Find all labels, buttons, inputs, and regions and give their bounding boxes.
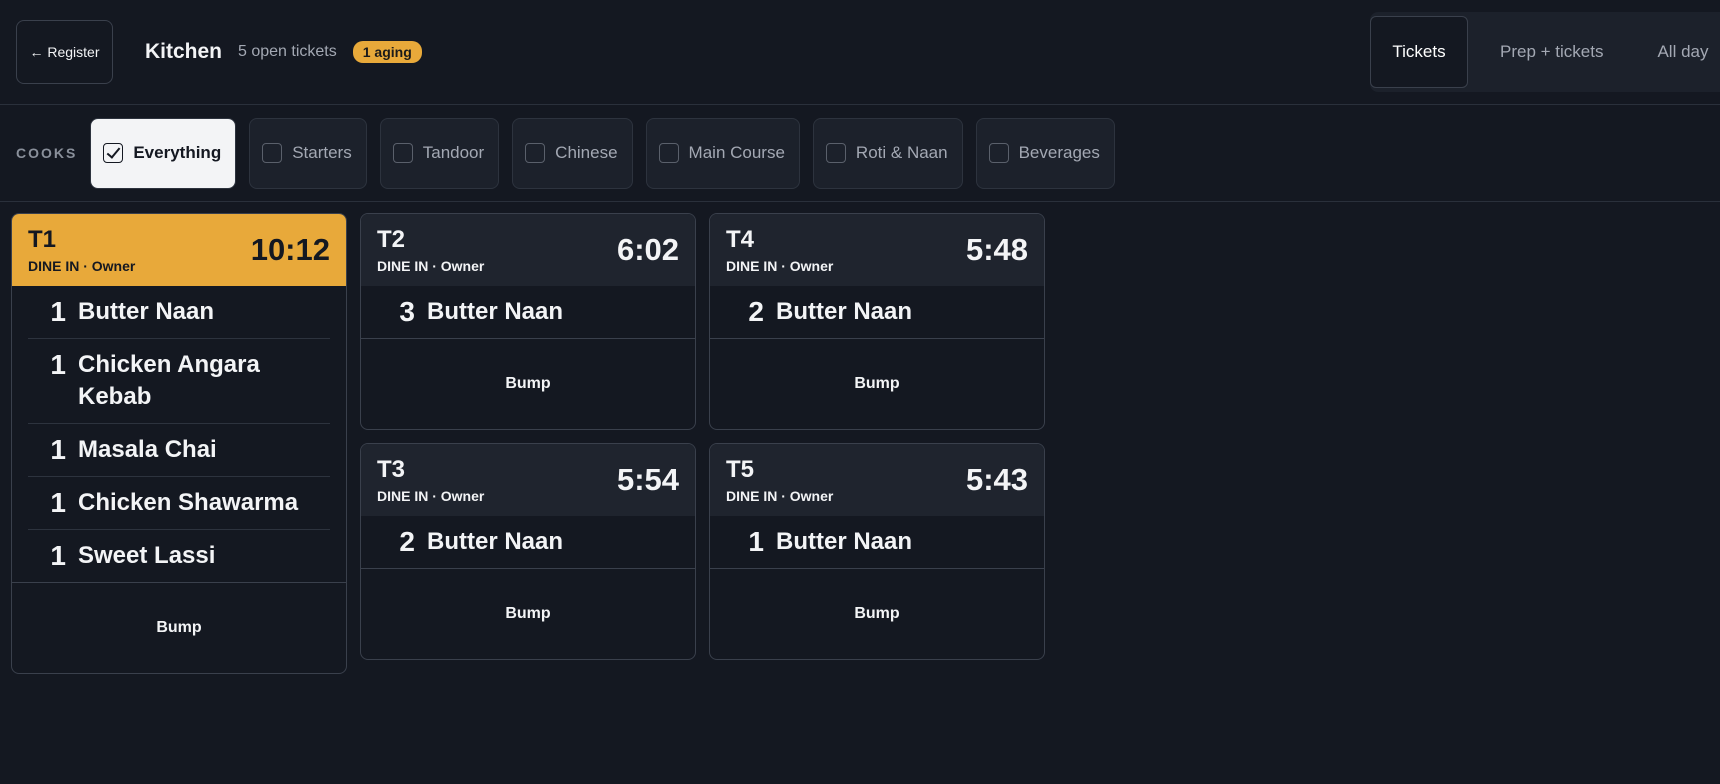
item-name: Butter Naan <box>427 298 564 325</box>
ticket-items: 2 Butter Naan <box>361 516 695 569</box>
filter-label: Chinese <box>555 143 618 162</box>
filter-label: Everything <box>133 143 222 162</box>
ticket-items: 1 Butter Naan 1 Chicken Angara Kebab 1 Masala… <box>12 286 346 583</box>
ticket-board: T1 DINE IN · Owner 10:12 1 Butter Naan 1 Chick… <box>11 213 1045 683</box>
ticket-item: 1 Sweet Lassi <box>28 529 330 582</box>
ticket-timer: 6:02 <box>616 232 679 267</box>
ticket-timer: 5:54 <box>616 462 679 497</box>
item-name: Butter Naan <box>427 528 564 555</box>
item-qty: 1 <box>50 434 66 465</box>
item-name: Butter Naan <box>78 298 215 325</box>
ticket-card: T4 DINE IN · Owner 5:48 2 Butter Naan Bump <box>709 213 1045 430</box>
view-tabs: Tickets Prep + tickets All day <box>1370 12 1720 92</box>
checkbox[interactable] <box>525 143 546 163</box>
ticket-item: 1 Chicken Angara Kebab <box>28 338 330 423</box>
ticket-name: T1 <box>28 226 57 253</box>
bump-button[interactable]: Bump <box>854 375 900 392</box>
ticket-item: 1 Masala Chai <box>28 423 330 476</box>
ticket-timer: 5:43 <box>965 462 1028 497</box>
checkbox[interactable] <box>825 143 846 163</box>
item-qty: 1 <box>50 349 66 380</box>
item-qty: 1 <box>50 487 66 518</box>
item-qty: 1 <box>748 526 764 557</box>
ticket-card: T2 DINE IN · Owner 6:02 3 Butter Naan Bump <box>360 213 696 430</box>
item-qty: 2 <box>399 526 415 557</box>
bump-button[interactable]: Bump <box>156 619 202 636</box>
ticket-item: 2 Butter Naan <box>377 516 679 568</box>
ticket-item: 1 Butter Naan <box>726 516 1028 568</box>
item-qty: 2 <box>748 296 764 327</box>
aging-badge: 1 aging <box>352 41 422 63</box>
ticket-name: T4 <box>726 226 755 253</box>
item-qty: 1 <box>50 540 66 571</box>
filter-label: Roti & Naan <box>855 143 948 162</box>
checkbox[interactable] <box>262 143 283 163</box>
item-qty: 3 <box>399 296 415 327</box>
filter-label: Beverages <box>1018 143 1100 162</box>
ticket-meta: DINE IN · Owner <box>726 258 834 274</box>
ticket-header: T3 DINE IN · Owner 5:54 <box>361 444 695 516</box>
filter-chip[interactable]: Everything <box>90 117 237 189</box>
filter-bar: COOKS Everything Starters Tandoor Chinese Ma… <box>0 105 1720 202</box>
item-qty: 1 <box>50 296 66 327</box>
ticket-card: T3 DINE IN · Owner 5:54 2 Butter Naan Bump <box>360 443 696 660</box>
ticket-item: 3 Butter Naan <box>377 286 679 338</box>
filter-chip[interactable]: Starters <box>249 117 367 189</box>
filter-chip[interactable]: Main Course <box>645 117 800 189</box>
filter-label: Starters <box>292 143 352 162</box>
ticket-header: T5 DINE IN · Owner 5:43 <box>710 444 1044 516</box>
ticket-meta: DINE IN · Owner <box>28 258 136 274</box>
item-name: Butter Naan <box>776 528 913 555</box>
ticket-items: 1 Butter Naan <box>710 516 1044 569</box>
bump-button[interactable]: Bump <box>854 605 900 622</box>
ticket-header: T4 DINE IN · Owner 5:48 <box>710 214 1044 286</box>
filter-chip[interactable]: Chinese <box>512 117 633 189</box>
back-button[interactable]: ← Register <box>16 20 113 84</box>
ticket-name: T2 <box>377 226 406 253</box>
ticket-meta: DINE IN · Owner <box>377 258 485 274</box>
header: ← Register Kitchen 5 open tickets 1 agin… <box>0 0 1720 105</box>
item-name: Chicken Angara Kebab <box>78 351 260 410</box>
ticket-name: T3 <box>377 456 406 483</box>
tab[interactable]: Prep + tickets <box>1500 42 1604 61</box>
filter-label: Main Course <box>688 143 785 162</box>
ticket-name: T5 <box>726 456 755 483</box>
bump-button[interactable]: Bump <box>505 605 551 622</box>
filter-chip[interactable]: Roti & Naan <box>812 117 963 189</box>
ticket-item: 2 Butter Naan <box>726 286 1028 338</box>
ticket-meta: DINE IN · Owner <box>726 488 834 504</box>
ticket-header: T2 DINE IN · Owner 6:02 <box>361 214 695 286</box>
ticket-item: 1 Chicken Shawarma <box>28 476 330 529</box>
ticket-card: T5 DINE IN · Owner 5:43 1 Butter Naan Bump <box>709 443 1045 660</box>
filter-label: Tandoor <box>422 143 485 162</box>
item-name: Masala Chai <box>78 436 217 463</box>
tab[interactable]: All day <box>1657 42 1709 61</box>
ticket-count: 5 open tickets <box>238 43 337 60</box>
item-name: Butter Naan <box>776 298 913 325</box>
tab[interactable]: Tickets <box>1370 16 1468 88</box>
checkbox[interactable] <box>658 143 679 163</box>
bump-button[interactable]: Bump <box>505 375 551 392</box>
filter-chip[interactable]: Beverages <box>975 117 1115 189</box>
ticket-card: T1 DINE IN · Owner 10:12 1 Butter Naan 1 Chick… <box>11 213 347 674</box>
checkbox[interactable] <box>392 143 413 163</box>
checkbox[interactable] <box>103 143 124 163</box>
ticket-timer: 10:12 <box>250 232 330 267</box>
checkbox[interactable] <box>988 143 1009 163</box>
ticket-items: 3 Butter Naan <box>361 286 695 339</box>
ticket-meta: DINE IN · Owner <box>377 488 485 504</box>
ticket-header: T1 DINE IN · Owner 10:12 <box>12 214 346 286</box>
item-name: Sweet Lassi <box>78 542 216 569</box>
ticket-item: 1 Butter Naan <box>28 286 330 338</box>
page-title: Kitchen <box>145 40 223 63</box>
filter-label: COOKS <box>16 145 78 161</box>
filter-chip[interactable]: Tandoor <box>379 117 500 189</box>
ticket-timer: 5:48 <box>965 232 1028 267</box>
item-name: Chicken Shawarma <box>78 489 299 516</box>
ticket-items: 2 Butter Naan <box>710 286 1044 339</box>
